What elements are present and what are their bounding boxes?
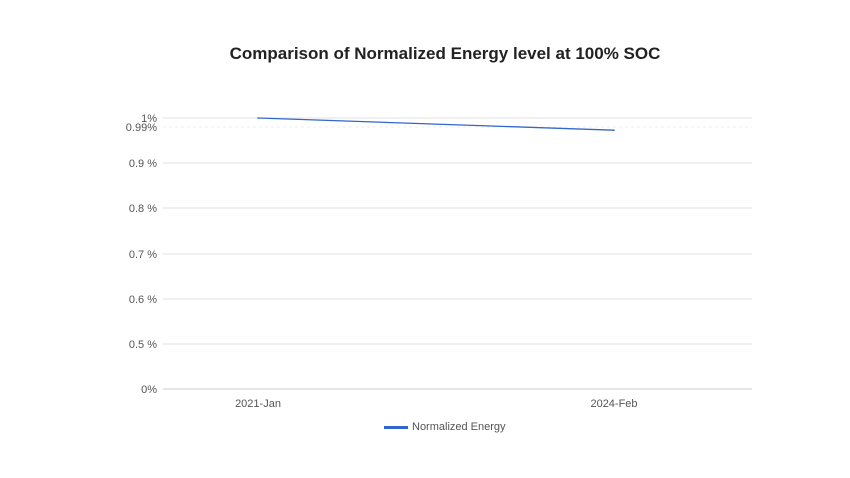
y-tick-label: 0% [141, 384, 157, 396]
y-tick-label: 1% [141, 113, 157, 125]
chart-title: Comparison of Normalized Energy level at… [229, 44, 661, 63]
x-axis-tick-labels: 2021-Jan 2024-Feb [235, 398, 637, 410]
y-axis-tick-labels: 0% 0.5 % 0.6 % 0.7 % 0.8 % 0.9 % 0.99%1% [126, 113, 157, 396]
x-tick-label: 2021-Jan [235, 398, 281, 410]
y-tick-label: 0.5 % [129, 339, 157, 351]
legend-swatch-normalized-energy [384, 425, 408, 429]
grid-lines [163, 117, 752, 345]
y-tick-label: 0.6 % [129, 294, 157, 306]
data-point[interactable] [257, 117, 259, 119]
y-tick-label: 0.8 % [129, 203, 157, 215]
y-tick-label: 0.9 % [129, 158, 157, 170]
y-tick-label: 0.99% [126, 122, 157, 134]
series-line-normalized-energy[interactable] [257, 117, 615, 131]
legend[interactable]: Normalized Energy [384, 421, 506, 433]
series-lines [257, 117, 615, 131]
x-tick-label: 2024-Feb [590, 398, 637, 410]
y-tick-label: 0.7 % [129, 249, 157, 261]
data-point[interactable] [613, 129, 615, 131]
legend-label-normalized-energy: Normalized Energy [412, 421, 506, 433]
